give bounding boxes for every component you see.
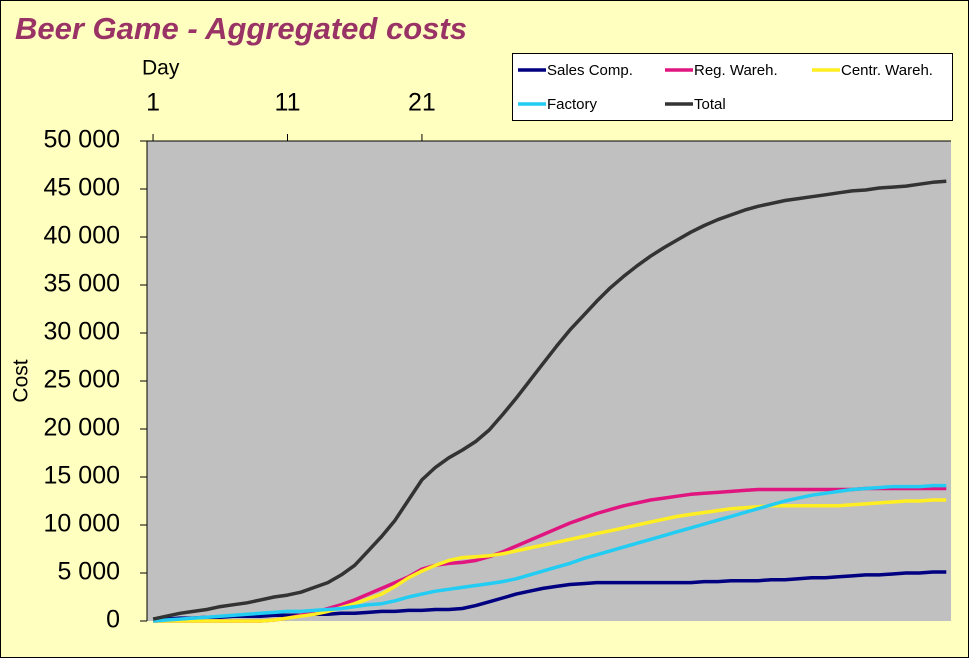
y-axis-label: Cost [10,359,33,402]
legend-label: Sales Comp. [547,62,633,79]
series-line [152,483,947,623]
x-tick-label: 1 [146,89,160,117]
series-line [152,179,947,621]
y-tick-label: 25 000 [44,366,120,394]
chart-title: Beer Game - Aggregated costs [15,11,467,46]
y-tick-label: 20 000 [44,414,120,442]
legend [512,53,953,121]
y-tick-label: 0 [106,606,120,634]
y-tick-label: 45 000 [44,174,120,202]
x-axis-label: Day [142,57,180,80]
legend-label: Centr. Wareh. [841,62,933,79]
y-tick-label: 50 000 [44,126,120,154]
legend-label: Factory [547,96,598,113]
y-tick-label: 15 000 [44,462,120,490]
y-tick-label: 30 000 [44,318,120,346]
plot-area [147,141,951,621]
series-line [153,570,947,621]
x-tick-label: 11 [275,89,301,117]
y-tick-label: 5 000 [57,558,120,586]
y-tick-label: 35 000 [44,270,120,298]
series-line [153,498,947,623]
x-tick-label: 21 [408,89,436,117]
y-tick-label: 40 000 [44,222,120,250]
y-tick-label: 10 000 [44,510,120,538]
legend-label: Total [694,96,726,113]
legend-label: Reg. Wareh. [694,62,778,79]
